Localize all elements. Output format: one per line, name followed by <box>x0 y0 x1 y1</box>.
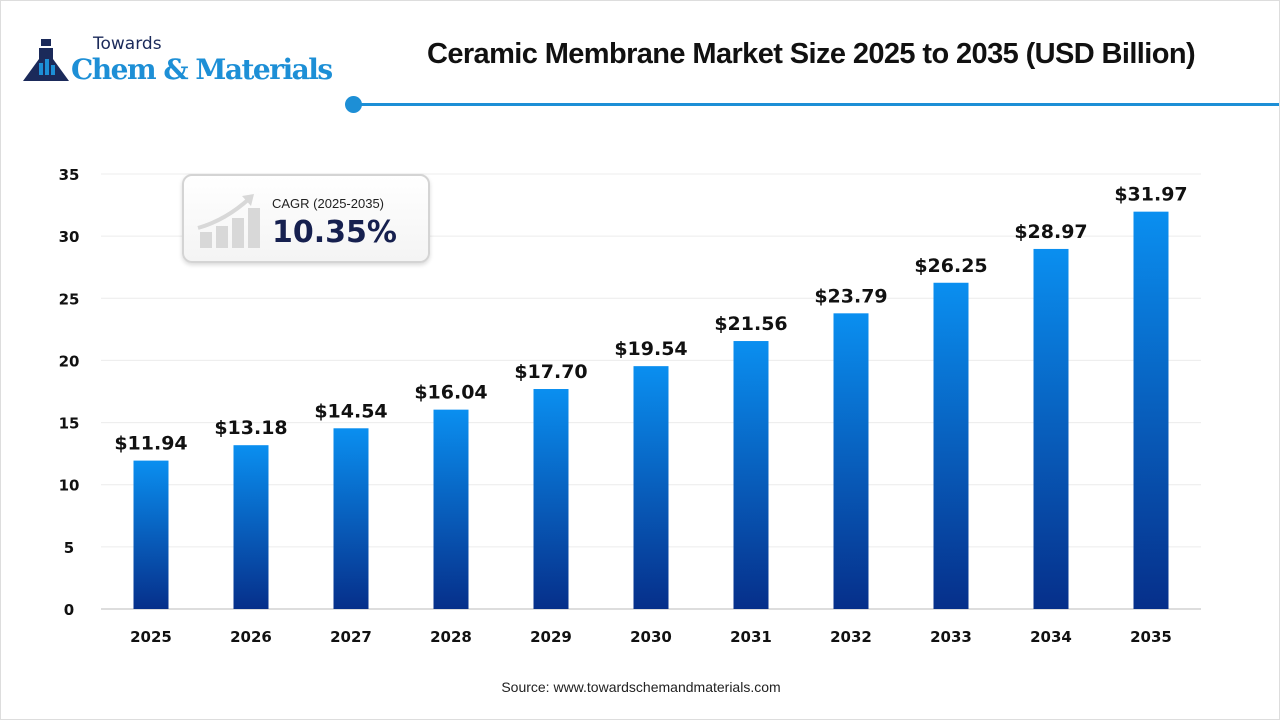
x-tick-label: 2035 <box>1130 628 1172 646</box>
y-tick-label: 25 <box>59 290 80 308</box>
logo-text-main: Chem & Materials <box>71 53 333 86</box>
data-label-2032: $23.79 <box>814 285 887 307</box>
data-label-2031: $21.56 <box>714 313 787 335</box>
x-tick-label: 2030 <box>630 628 672 646</box>
x-tick-label: 2033 <box>930 628 972 646</box>
bar-2030 <box>633 366 669 609</box>
bar-2033 <box>933 282 969 609</box>
title-underline <box>353 103 1279 106</box>
x-tick-label: 2034 <box>1030 628 1072 646</box>
y-tick-label: 10 <box>59 477 80 495</box>
flask-logo-icon <box>23 39 69 81</box>
data-label-2035: $31.97 <box>1114 184 1187 206</box>
data-label-2028: $16.04 <box>414 382 487 404</box>
y-tick-label: 15 <box>59 415 80 433</box>
data-label-2026: $13.18 <box>214 417 287 439</box>
data-label-2030: $19.54 <box>614 338 687 360</box>
logo: Towards Chem & Materials <box>23 35 343 87</box>
bar-2025 <box>133 460 169 609</box>
y-tick-label: 30 <box>59 228 80 246</box>
bar-2027 <box>333 428 369 609</box>
data-label-2027: $14.54 <box>314 400 387 422</box>
x-tick-label: 2026 <box>230 628 272 646</box>
y-tick-label: 35 <box>59 166 80 184</box>
cagr-label: CAGR (2025-2035) <box>272 196 384 211</box>
y-tick-label: 5 <box>64 539 74 557</box>
bar-2034 <box>1033 248 1069 610</box>
data-label-2033: $26.25 <box>914 255 987 277</box>
title-underline-dot <box>345 96 362 113</box>
y-tick-label: 0 <box>64 601 74 619</box>
bar-2031 <box>733 341 769 609</box>
growth-chart-icon <box>197 194 260 248</box>
bar-2032 <box>833 313 869 609</box>
x-tick-label: 2028 <box>430 628 472 646</box>
x-tick-label: 2032 <box>830 628 872 646</box>
x-tick-label: 2031 <box>730 628 772 646</box>
y-tick-label: 20 <box>59 352 80 370</box>
source-text: Source: www.towardschemandmaterials.com <box>501 679 781 695</box>
logo-text-towards: Towards <box>93 34 162 54</box>
data-label-2029: $17.70 <box>514 361 587 383</box>
bar-2028 <box>433 409 469 609</box>
bar-2029 <box>533 389 569 609</box>
bar-2026 <box>233 445 269 609</box>
cagr-value: 10.35% <box>272 215 397 250</box>
x-tick-label: 2025 <box>130 628 172 646</box>
bar-2035 <box>1133 211 1169 609</box>
page-title: Ceramic Membrane Market Size 2025 to 203… <box>426 38 1196 70</box>
cagr-box: CAGR (2025-2035) 10.35% <box>182 174 430 263</box>
x-tick-label: 2029 <box>530 628 572 646</box>
data-label-2025: $11.94 <box>114 433 187 455</box>
data-label-2034: $28.97 <box>1014 221 1087 243</box>
x-tick-label: 2027 <box>330 628 372 646</box>
